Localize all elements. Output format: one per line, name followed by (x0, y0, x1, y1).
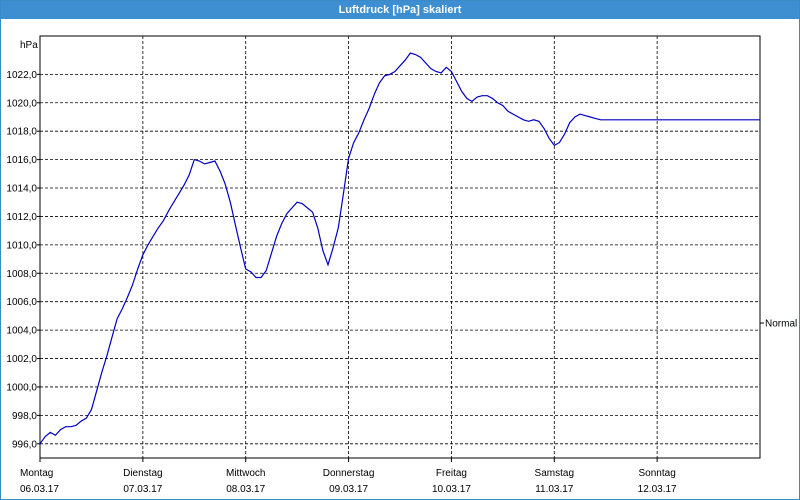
y-axis-label: hPa (20, 40, 38, 51)
y-tick-label: 1012,0 (6, 212, 37, 223)
x-tick-day: Samstag (535, 468, 574, 479)
y-tick-label: 1022,0 (6, 70, 37, 81)
x-tick-date: 08.03.17 (226, 484, 265, 495)
x-axis: Montag 06.03.17 Dienstag 07.03.17 Mittwoch 08… (20, 458, 677, 495)
x-tick-date: 06.03.17 (20, 484, 59, 495)
y-tick-label: 1008,0 (6, 269, 37, 280)
y-tick-label: 1006,0 (6, 297, 37, 308)
y-tick-label: 1000,0 (6, 382, 37, 393)
series-group (39, 52, 760, 445)
x-tick-day: Freitag (436, 468, 467, 479)
x-tick-day: Dienstag (123, 468, 162, 479)
x-tick-day: Donnerstag (323, 468, 375, 479)
x-tick-day: Mittwoch (226, 468, 265, 479)
grid (39, 35, 761, 459)
y-tick-label: 996,0 (12, 439, 37, 450)
y-tick-label: 1004,0 (6, 326, 37, 337)
x-tick-date: 10.03.17 (432, 484, 471, 495)
x-tick-date: 09.03.17 (329, 484, 368, 495)
x-tick-date: 07.03.17 (123, 484, 162, 495)
chart-title: Luftdruck [hPa] skaliert (1, 1, 799, 19)
reference-group: Normal (760, 319, 797, 330)
y-tick-label: 998,0 (12, 411, 37, 422)
y-tick-label: 1020,0 (6, 98, 37, 109)
plot-frame (39, 35, 761, 459)
reference-label: Normal (765, 319, 797, 330)
y-tick-label: 1010,0 (6, 240, 37, 251)
x-tick-date: 11.03.17 (535, 484, 574, 495)
y-axis: hPa 996,0 998,0 1000,0 1002,0 1004,0 1006,0 100… (6, 40, 40, 450)
x-tick-day: Montag (20, 468, 53, 479)
y-tick-label: 1014,0 (6, 184, 37, 195)
x-tick-day: Sonntag (639, 468, 676, 479)
y-tick-label: 1018,0 (6, 127, 37, 138)
x-tick-date: 12.03.17 (638, 484, 677, 495)
y-tick-label: 1002,0 (6, 354, 37, 365)
pressure-line (39, 52, 760, 445)
y-tick-label: 1016,0 (6, 155, 37, 166)
